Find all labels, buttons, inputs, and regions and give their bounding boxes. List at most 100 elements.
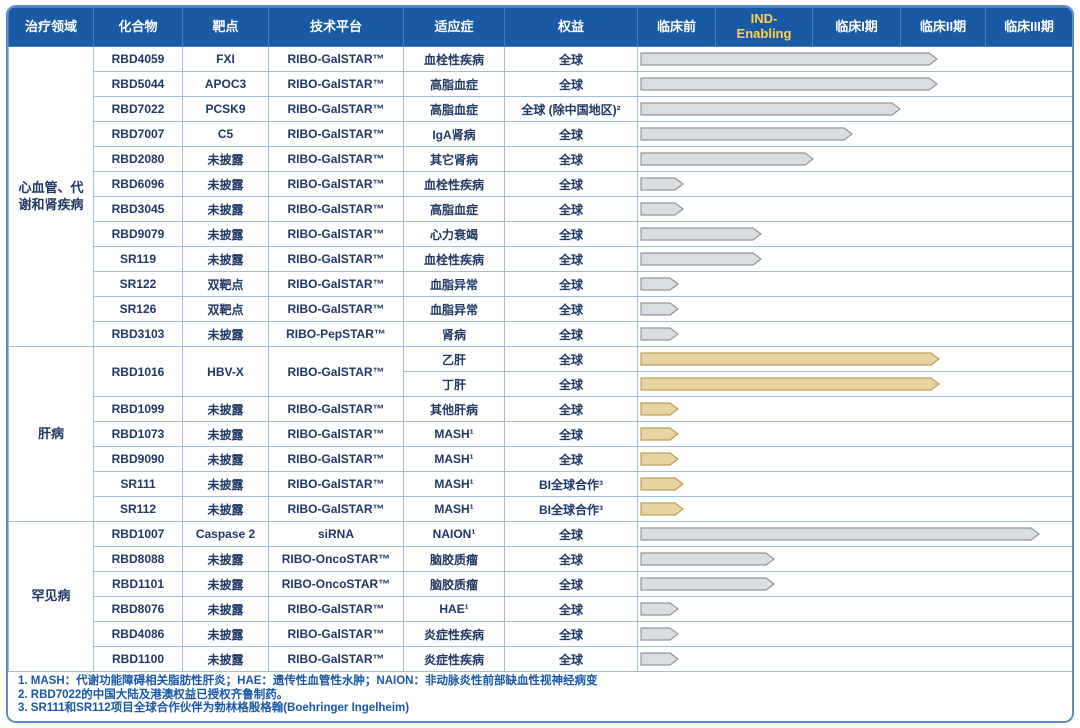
pipeline-progress-bar [640, 577, 775, 591]
rights-cell: 全球 [504, 521, 638, 547]
indication-cell: 其他肝病 [403, 396, 505, 422]
compound-cell: RBD3045 [93, 196, 183, 222]
pipeline-progress-bar [640, 277, 679, 291]
indication-cell: 血栓性疾病 [403, 46, 505, 72]
indication-cell: 血脂异常 [403, 296, 505, 322]
timeline-cell [637, 96, 1072, 122]
platform-cell: RIBO-GalSTAR™ [268, 96, 404, 122]
platform-cell: siRNA [268, 521, 404, 547]
rights-cell: 全球 [504, 321, 638, 347]
timeline-cell [637, 196, 1072, 222]
target-cell: 未披露 [182, 646, 269, 672]
rights-cell: 全球 [504, 596, 638, 622]
rights-cell: 全球 [504, 296, 638, 322]
platform-cell: RIBO-GalSTAR™ [268, 46, 404, 72]
pipeline-row: RBD1073 未披露 RIBO-GalSTAR™ MASH¹ 全球 [9, 421, 1072, 447]
indication-cell: 乙肝 [403, 346, 505, 372]
indication-cell: 其它肾病 [403, 146, 505, 172]
timeline-cell [637, 321, 1072, 347]
group-rare: 罕见病 RBD1007 Caspase 2 siRNA NAION¹ 全球 RBD8088 未… [8, 521, 1072, 672]
timeline-cell [637, 171, 1072, 197]
timeline-cell [637, 496, 1072, 522]
pipeline-progress-bar [640, 552, 775, 566]
pipeline-progress-bar [640, 477, 684, 491]
target-cell: 未披露 [182, 621, 269, 647]
platform-cell: RIBO-GalSTAR™ [268, 221, 404, 247]
area-cell: 罕见病 [8, 521, 94, 672]
indication-cell: 高脂血症 [403, 96, 505, 122]
timeline-cell [637, 221, 1072, 247]
rights-cell: 全球 [504, 71, 638, 97]
pipeline-progress-bar [640, 502, 684, 516]
pipeline-row: RBD8088 未披露 RIBO-OncoSTAR™ 脑胶质瘤 全球 [9, 546, 1072, 572]
compound-cell: RBD1007 [93, 521, 183, 547]
timeline-cell [637, 46, 1072, 72]
pipeline-progress-bar [640, 177, 684, 191]
col-header-compound: 化合物 [93, 7, 183, 47]
pipeline-row: RBD1101 未披露 RIBO-OncoSTAR™ 脑胶质瘤 全球 [9, 571, 1072, 597]
rights-cell: 全球 [504, 271, 638, 297]
pipeline-progress-bar [640, 352, 940, 366]
area-cell: 肝病 [8, 346, 94, 522]
rights-cell: 全球 [504, 246, 638, 272]
target-cell: 未披露 [182, 571, 269, 597]
timeline-cell [637, 596, 1072, 622]
timeline-cell [637, 271, 1072, 297]
col-header-indication: 适应症 [403, 7, 505, 47]
target-cell: 未披露 [182, 171, 269, 197]
pipeline-row: RBD9079 未披露 RIBO-GalSTAR™ 心力衰竭 全球 [9, 221, 1072, 247]
rights-cell: 全球 [504, 346, 638, 372]
compound-cell: RBD5044 [93, 71, 183, 97]
target-cell: 未披露 [182, 396, 269, 422]
timeline-cell [637, 396, 1072, 422]
indication-cell: 炎症性疾病 [403, 621, 505, 647]
pipeline-row: RBD1100 未披露 RIBO-GalSTAR™ 炎症性疾病 全球 [9, 646, 1072, 672]
platform-cell: RIBO-GalSTAR™ [268, 396, 404, 422]
platform-cell: RIBO-GalSTAR™ [268, 621, 404, 647]
phase-header-phase-1: 临床I期 [812, 7, 901, 47]
compound-cell: RBD6096 [93, 171, 183, 197]
pipeline-row: SR119 未披露 RIBO-GalSTAR™ 血栓性疾病 全球 [9, 246, 1072, 272]
indication-cell: MASH¹ [403, 471, 505, 497]
timeline-cell [637, 421, 1072, 447]
footnotes: 1. MASH：代谢功能障碍相关脂肪性肝炎；HAE：遗传性血管性水肿；NAION… [8, 672, 1072, 721]
phase-header-phase-2: 临床II期 [900, 7, 986, 47]
pipeline-progress-bar [640, 152, 814, 166]
indication-cell: 心力衰竭 [403, 221, 505, 247]
pipeline-progress-bar [640, 127, 853, 141]
pipeline-row: SR111 未披露 RIBO-GalSTAR™ MASH¹ BI全球合作³ [9, 471, 1072, 497]
platform-cell: RIBO-GalSTAR™ [268, 71, 404, 97]
table-header: 治疗领域 化合物 靶点 技术平台 适应症 权益 临床前 IND- Enabling 临床I期 临床I… [8, 7, 1072, 47]
target-cell: 未披露 [182, 221, 269, 247]
indication-cell: MASH¹ [403, 446, 505, 472]
indication-cell: 高脂血症 [403, 71, 505, 97]
rights-cell: 全球 [504, 396, 638, 422]
target-cell: 未披露 [182, 246, 269, 272]
target-cell: 未披露 [182, 446, 269, 472]
target-cell: 未披露 [182, 196, 269, 222]
platform-cell: RIBO-OncoSTAR™ [268, 571, 404, 597]
target-cell: 未披露 [182, 496, 269, 522]
pipeline-row: RBD7007 C5 RIBO-GalSTAR™ IgA肾病 全球 [9, 121, 1072, 147]
rights-cell: 全球 [504, 621, 638, 647]
footnote-line-3: 3. SR111和SR112项目全球合作伙伴为勃林格殷格翰(Boehringer… [18, 702, 410, 714]
timeline-cell [637, 121, 1072, 147]
indication-cell: 丁肝 [403, 371, 505, 397]
compound-cell: RBD8088 [93, 546, 183, 572]
target-cell: 未披露 [182, 596, 269, 622]
timeline-cell [637, 371, 1072, 397]
pipeline-progress-bar [640, 52, 938, 66]
phase-header-ind-enabling: IND- Enabling [715, 7, 813, 47]
rights-cell: BI全球合作³ [504, 471, 638, 497]
pipeline-progress-bar [640, 227, 762, 241]
pipeline-row: 罕见病 RBD1007 Caspase 2 siRNA NAION¹ 全球 [8, 521, 1072, 672]
rights-cell: 全球 [504, 221, 638, 247]
platform-cell: RIBO-GalSTAR™ [268, 296, 404, 322]
pipeline-row: RBD7022 PCSK9 RIBO-GalSTAR™ 高脂血症 全球 (除中国地区)² [9, 96, 1072, 122]
compound-cell: RBD4059 [93, 46, 183, 72]
indication-cell: MASH¹ [403, 421, 505, 447]
target-cell: Caspase 2 [182, 521, 269, 547]
col-header-target: 靶点 [182, 7, 269, 47]
platform-cell: RIBO-OncoSTAR™ [268, 546, 404, 572]
pipeline-row: RBD1099 未披露 RIBO-GalSTAR™ 其他肝病 全球 [9, 396, 1072, 422]
